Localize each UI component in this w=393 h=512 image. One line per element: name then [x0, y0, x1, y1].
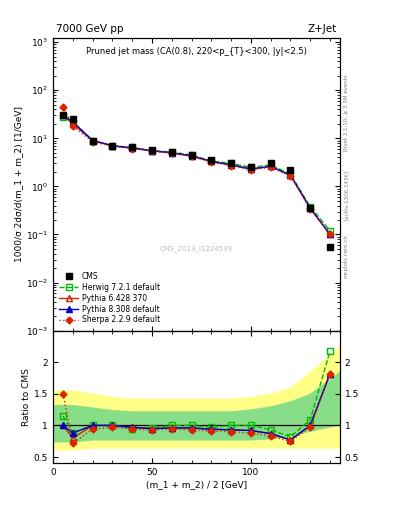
X-axis label: (m_1 + m_2) / 2 [GeV]: (m_1 + m_2) / 2 [GeV]	[146, 480, 247, 489]
Text: CMS_2013_I1224539: CMS_2013_I1224539	[160, 245, 233, 252]
Text: Z+Jet: Z+Jet	[308, 24, 337, 34]
Text: [arXiv:1306.3436]: [arXiv:1306.3436]	[344, 169, 349, 220]
Text: Rivet 3.1.10, ≥ 3.5M events: Rivet 3.1.10, ≥ 3.5M events	[344, 74, 349, 151]
Text: Pruned jet mass (CA(0.8), 220<p_{T}<300, |y|<2.5): Pruned jet mass (CA(0.8), 220<p_{T}<300,…	[86, 47, 307, 56]
Text: mcplots.cern.ch: mcplots.cern.ch	[344, 234, 349, 278]
Legend: CMS, Herwig 7.2.1 default, Pythia 6.428 370, Pythia 8.308 default, Sherpa 2.2.9 : CMS, Herwig 7.2.1 default, Pythia 6.428 …	[57, 269, 163, 327]
Text: 7000 GeV pp: 7000 GeV pp	[56, 24, 123, 34]
Y-axis label: 1000/σ 2dσ/d(m_1 + m_2) [1/GeV]: 1000/σ 2dσ/d(m_1 + m_2) [1/GeV]	[14, 106, 23, 263]
Y-axis label: Ratio to CMS: Ratio to CMS	[22, 368, 31, 426]
